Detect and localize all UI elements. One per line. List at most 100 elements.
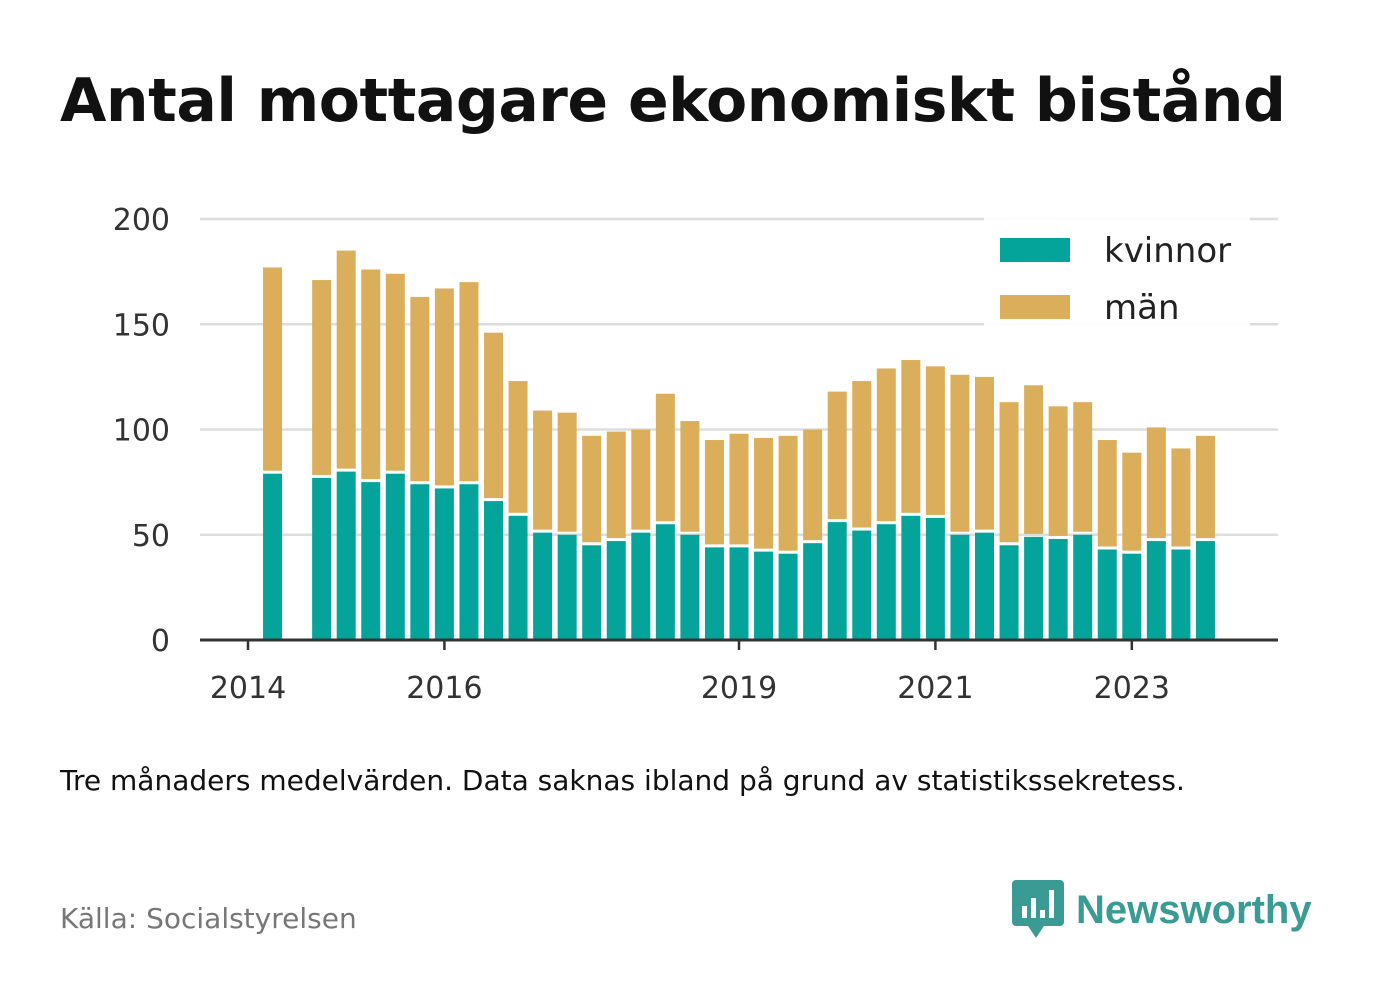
bar-man	[263, 267, 283, 471]
bar-kvinnor	[606, 541, 626, 640]
bar-man	[606, 431, 626, 539]
y-tick-label: 150	[113, 308, 170, 343]
legend-label: kvinnor	[1104, 231, 1231, 271]
bar-man	[803, 429, 823, 541]
bar-kvinnor	[999, 545, 1019, 640]
bar-kvinnor	[484, 501, 503, 640]
bar-man	[1171, 448, 1191, 547]
y-tick-label: 200	[113, 203, 170, 238]
bar-man	[410, 296, 430, 482]
legend-swatch	[1000, 295, 1070, 319]
bars	[263, 250, 1215, 640]
bar-kvinnor	[925, 517, 945, 640]
bar-kvinnor	[434, 488, 454, 640]
bar-kvinnor	[312, 477, 332, 640]
chart-title: Antal mottagare ekonomiskt bistånd	[60, 66, 1286, 136]
bar-man	[1073, 402, 1093, 532]
bar-kvinnor	[680, 534, 700, 640]
bar-man	[434, 288, 454, 486]
bar-man	[999, 402, 1019, 543]
bar-kvinnor	[1073, 534, 1093, 640]
bar-kvinnor	[655, 524, 675, 640]
bar-kvinnor	[1195, 541, 1215, 640]
bar-man	[1146, 427, 1166, 539]
bar-man	[533, 410, 553, 530]
bar-man	[876, 368, 896, 522]
bar-man	[1097, 440, 1117, 547]
y-tick-label: 0	[151, 624, 170, 659]
x-tick-label: 2023	[1094, 671, 1170, 706]
bar-kvinnor	[729, 547, 749, 640]
x-tick-label: 2014	[210, 671, 286, 706]
bar-man	[950, 374, 970, 532]
bar-kvinnor	[1024, 536, 1044, 640]
bar-kvinnor	[263, 473, 283, 640]
bar-man	[754, 437, 774, 549]
bar-man	[1195, 435, 1215, 539]
bar-man	[557, 412, 577, 532]
bar-kvinnor	[852, 530, 872, 640]
bar-man	[508, 381, 528, 513]
y-tick-label: 50	[132, 519, 170, 554]
bar-kvinnor	[827, 522, 847, 640]
bar-kvinnor	[533, 532, 553, 640]
bar-man	[1024, 385, 1044, 534]
bar-kvinnor	[508, 515, 528, 640]
chart-note: Tre månaders medelvärden. Data saknas ib…	[60, 764, 1185, 797]
bar-man	[336, 250, 356, 469]
bar-kvinnor	[975, 532, 994, 640]
bar-man	[852, 381, 872, 528]
bar-kvinnor	[582, 545, 602, 640]
bar-man	[975, 376, 994, 530]
bar-man	[631, 429, 651, 530]
bar-man	[361, 269, 381, 480]
x-tick-label: 2019	[701, 671, 777, 706]
bar-kvinnor	[1048, 538, 1068, 640]
bar-kvinnor	[631, 532, 651, 640]
x-tick-label: 2016	[406, 671, 482, 706]
bar-man	[385, 273, 405, 471]
bar-kvinnor	[1146, 541, 1166, 640]
source-label: Källa: Socialstyrelsen	[60, 902, 357, 935]
bar-kvinnor	[1097, 549, 1117, 640]
bar-kvinnor	[754, 551, 774, 640]
bar-man	[925, 366, 945, 515]
bar-kvinnor	[410, 484, 430, 640]
bar-kvinnor	[901, 515, 921, 640]
bar-chart-speech-bubble-icon	[1012, 880, 1064, 938]
bar-man	[582, 435, 602, 543]
bar-kvinnor	[361, 482, 381, 640]
bar-man	[827, 391, 847, 520]
bar-kvinnor	[876, 524, 896, 640]
bar-man	[680, 421, 700, 532]
bar-kvinnor	[778, 553, 798, 640]
bar-man	[729, 433, 749, 545]
bar-kvinnor	[803, 543, 823, 640]
brand-name: Newsworthy	[1076, 887, 1312, 932]
bar-man	[484, 332, 503, 499]
bar-man	[901, 360, 921, 513]
bar-kvinnor	[950, 534, 970, 640]
axes: 0 50 100 150 200 2014 2016 2019 2021 2023	[113, 203, 1278, 706]
bar-kvinnor	[1122, 553, 1142, 640]
bar-man	[778, 435, 798, 551]
legend-label: män	[1104, 288, 1180, 328]
stacked-bar-chart: 0 50 100 150 200 2014 2016 2019 2021 2023 kvinnor…	[113, 203, 1278, 706]
legend-swatch	[1000, 238, 1070, 262]
legend: kvinnor män	[984, 216, 1250, 328]
bar-man	[1048, 406, 1068, 536]
bar-man	[312, 280, 332, 475]
newsworthy-logo: Newsworthy	[1012, 880, 1312, 940]
x-tick-label: 2021	[897, 671, 973, 706]
bar-man	[459, 282, 479, 482]
bar-kvinnor	[1171, 549, 1191, 640]
bar-kvinnor	[459, 484, 479, 640]
bar-kvinnor	[336, 471, 356, 640]
y-tick-label: 100	[113, 414, 170, 449]
bar-kvinnor	[385, 473, 405, 640]
bar-man	[1122, 452, 1142, 551]
bar-man	[704, 440, 724, 545]
bar-man	[655, 393, 675, 522]
bar-kvinnor	[704, 547, 724, 640]
bar-kvinnor	[557, 534, 577, 640]
